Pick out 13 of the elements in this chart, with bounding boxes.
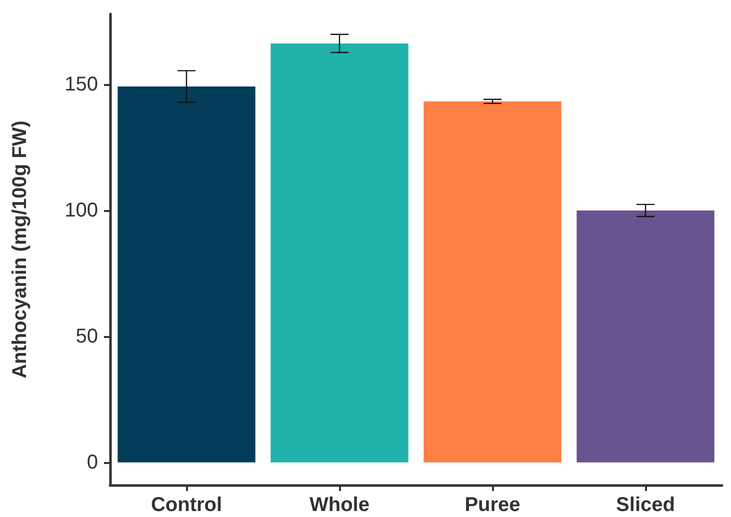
- x-tick-label: Puree: [464, 494, 520, 516]
- y-axis-title: Anthocyanin (mg/100g FW): [9, 120, 31, 378]
- bar: [424, 101, 562, 462]
- bar: [576, 210, 714, 462]
- x-tick-label: Sliced: [616, 494, 675, 516]
- bar: [118, 86, 256, 462]
- y-tick-label: 150: [64, 74, 98, 96]
- bar: [270, 43, 408, 462]
- y-tick-label: 100: [64, 199, 98, 222]
- x-tick-label: Whole: [310, 494, 370, 516]
- y-tick-label: 50: [76, 325, 98, 348]
- x-tick-label: Control: [150, 494, 222, 516]
- y-tick-label: 0: [86, 451, 98, 474]
